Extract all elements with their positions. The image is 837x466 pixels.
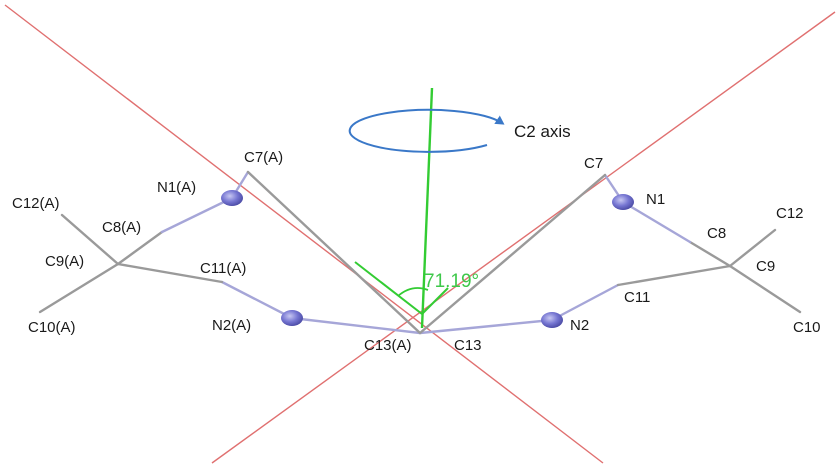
atom-label-n2a: N2(A) bbox=[212, 317, 251, 334]
nitrogen-atoms bbox=[221, 190, 634, 328]
c2-axis bbox=[354, 87, 449, 329]
bond-n2-c11 bbox=[550, 283, 620, 322]
bond-c9-c8 bbox=[688, 240, 732, 268]
atom-label-c7a: C7(A) bbox=[244, 149, 283, 166]
atom-label-c13: C13 bbox=[454, 337, 482, 354]
atom-label-n1: N1 bbox=[646, 191, 665, 208]
plane-line-right bbox=[211, 11, 836, 464]
bond-c9a-c12a bbox=[60, 213, 120, 266]
bond-c13-n2 bbox=[418, 318, 554, 335]
angle-arc bbox=[397, 287, 429, 297]
atom-label-c11a: C11(A) bbox=[200, 260, 246, 277]
bond-c11a-c9a bbox=[116, 262, 224, 284]
atom-n1 bbox=[612, 194, 634, 210]
atom-n1a bbox=[221, 190, 243, 206]
atom-label-c8: C8 bbox=[707, 225, 726, 242]
plane-line-left bbox=[4, 4, 604, 464]
rotation-ellipse bbox=[348, 108, 505, 153]
bond-c9-c12 bbox=[728, 228, 777, 268]
atom-label-c8a: C8(A) bbox=[102, 219, 141, 236]
atom-label-n2: N2 bbox=[570, 317, 589, 334]
bond-c7-c13 bbox=[418, 173, 607, 335]
atom-n2 bbox=[541, 312, 563, 328]
angle-label: 71.19° bbox=[424, 271, 479, 292]
c2-axis-line bbox=[420, 87, 434, 329]
atom-label-c11: C11 bbox=[624, 289, 650, 306]
plane-lines bbox=[4, 4, 836, 464]
rotation-arrow bbox=[348, 108, 505, 153]
bond-c13a-n2a bbox=[290, 316, 422, 335]
atom-label-c10a: C10(A) bbox=[28, 319, 76, 336]
bond-c9a-c8a bbox=[116, 230, 164, 266]
bond-c9-c10 bbox=[728, 264, 802, 314]
atom-label-c13a: C13(A) bbox=[364, 337, 412, 354]
bond-n2a-c11a bbox=[220, 280, 294, 320]
atom-label-c9: C9 bbox=[756, 258, 775, 275]
bond-c8a-n1a bbox=[160, 196, 234, 234]
atom-label-c12: C12 bbox=[776, 205, 804, 222]
bonds bbox=[38, 170, 802, 335]
labels: C2 axis 71.19° C7(A) N1(A) C12(A) C8(A) … bbox=[12, 122, 821, 354]
atom-label-c9a: C9(A) bbox=[45, 253, 84, 270]
bond-c11-c9 bbox=[616, 264, 732, 287]
atom-label-n1a: N1(A) bbox=[157, 179, 196, 196]
bond-c7a-c13 bbox=[246, 170, 422, 335]
atom-label-c7: C7 bbox=[584, 155, 603, 172]
bond-c9a-c10a bbox=[38, 262, 120, 314]
c2-axis-label: C2 axis bbox=[514, 122, 571, 141]
bond-c8-n1 bbox=[621, 200, 692, 244]
atom-label-c12a: C12(A) bbox=[12, 195, 60, 212]
atom-n2a bbox=[281, 310, 303, 326]
angle-ray-left bbox=[354, 261, 423, 315]
atom-label-c10: C10 bbox=[793, 319, 821, 336]
angle-ray-right bbox=[421, 287, 449, 315]
